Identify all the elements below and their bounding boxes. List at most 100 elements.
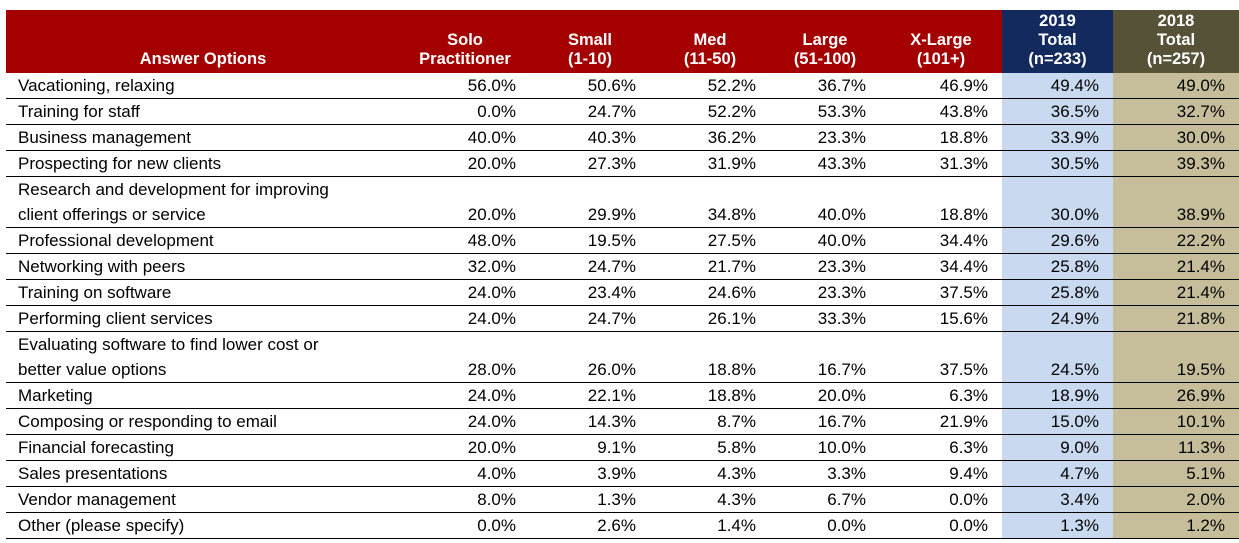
answer-option-cell: Marketing <box>6 382 400 409</box>
value-cell: 15.6% <box>880 305 1002 332</box>
table-row: Other (please specify) 0.0% 2.6% 1.4% 0.0% 0.… <box>6 512 1239 539</box>
table-row: Financial forecasting 20.0% 9.1% 5.8% 10.0% 6… <box>6 434 1239 461</box>
table-row: Vendor management 8.0% 1.3% 4.3% 6.7% 0.0% 3.4… <box>6 486 1239 513</box>
value-cell: 34.4% <box>880 227 1002 254</box>
value-cell: 18.8% <box>650 331 770 383</box>
value-cell: 16.7% <box>770 331 880 383</box>
table-row: Vacationing, relaxing 56.0% 50.6% 52.2% 36.7… <box>6 73 1239 99</box>
value-cell: 38.9% <box>1113 176 1239 228</box>
value-cell: 21.4% <box>1113 253 1239 280</box>
value-cell: 2.0% <box>1113 486 1239 513</box>
value-cell: 40.0% <box>770 176 880 228</box>
value-cell: 16.7% <box>770 408 880 435</box>
survey-results-table-container: Answer Options Solo Practitioner Small (1-1… <box>6 10 1239 539</box>
value-cell: 24.7% <box>530 253 650 280</box>
value-cell: 4.3% <box>650 486 770 513</box>
value-cell: 25.8% <box>1002 253 1113 280</box>
value-cell: 0.0% <box>880 486 1002 513</box>
answer-option-cell: Prospecting for new clients <box>6 150 400 177</box>
value-cell: 24.7% <box>530 98 650 125</box>
column-header-solo-practitioner: Solo Practitioner <box>400 10 530 73</box>
value-cell: 3.3% <box>770 460 880 487</box>
value-cell: 24.7% <box>530 305 650 332</box>
value-cell: 37.5% <box>880 331 1002 383</box>
value-cell: 18.8% <box>880 176 1002 228</box>
value-cell: 24.5% <box>1002 331 1113 383</box>
value-cell: 4.0% <box>400 460 530 487</box>
value-cell: 8.0% <box>400 486 530 513</box>
value-cell: 10.1% <box>1113 408 1239 435</box>
value-cell: 39.3% <box>1113 150 1239 177</box>
value-cell: 4.7% <box>1002 460 1113 487</box>
value-cell: 52.2% <box>650 98 770 125</box>
value-cell: 0.0% <box>880 512 1002 539</box>
value-cell: 32.0% <box>400 253 530 280</box>
value-cell: 37.5% <box>880 279 1002 306</box>
value-cell: 26.9% <box>1113 382 1239 409</box>
answer-option-cell: Financial forecasting <box>6 434 400 461</box>
answer-option-cell: Business management <box>6 124 400 151</box>
value-cell: 24.9% <box>1002 305 1113 332</box>
value-cell: 11.3% <box>1113 434 1239 461</box>
value-cell: 29.9% <box>530 176 650 228</box>
value-cell: 5.1% <box>1113 460 1239 487</box>
value-cell: 14.3% <box>530 408 650 435</box>
value-cell: 40.3% <box>530 124 650 151</box>
value-cell: 19.5% <box>530 227 650 254</box>
value-cell: 9.1% <box>530 434 650 461</box>
value-cell: 0.0% <box>400 512 530 539</box>
value-cell: 27.3% <box>530 150 650 177</box>
value-cell: 20.0% <box>400 434 530 461</box>
value-cell: 50.6% <box>530 73 650 99</box>
value-cell: 21.7% <box>650 253 770 280</box>
value-cell: 22.2% <box>1113 227 1239 254</box>
column-header-answer-options: Answer Options <box>6 10 400 73</box>
answer-option-cell: Other (please specify) <box>6 512 400 539</box>
column-header-x-large-101: X-Large (101+) <box>880 10 1002 73</box>
value-cell: 49.4% <box>1002 73 1113 99</box>
value-cell: 48.0% <box>400 227 530 254</box>
answer-option-cell: Training on software <box>6 279 400 306</box>
value-cell: 2.6% <box>530 512 650 539</box>
value-cell: 0.0% <box>770 512 880 539</box>
value-cell: 3.4% <box>1002 486 1113 513</box>
value-cell: 6.3% <box>880 434 1002 461</box>
value-cell: 56.0% <box>400 73 530 99</box>
column-header-large-51-100: Large (51-100) <box>770 10 880 73</box>
value-cell: 21.4% <box>1113 279 1239 306</box>
value-cell: 31.9% <box>650 150 770 177</box>
answer-option-cell: Research and development for improving c… <box>6 176 400 228</box>
value-cell: 21.9% <box>880 408 1002 435</box>
value-cell: 23.3% <box>770 124 880 151</box>
value-cell: 1.2% <box>1113 512 1239 539</box>
answer-option-cell: Performing client services <box>6 305 400 332</box>
value-cell: 18.8% <box>880 124 1002 151</box>
value-cell: 52.2% <box>650 73 770 99</box>
table-row: Sales presentations 4.0% 3.9% 4.3% 3.3% 9.4% 4… <box>6 460 1239 487</box>
table-row: Evaluating software to find lower cost o… <box>6 331 1239 383</box>
value-cell: 36.7% <box>770 73 880 99</box>
value-cell: 40.0% <box>770 227 880 254</box>
column-header-med-11-50: Med (11-50) <box>650 10 770 73</box>
table-row: Composing or responding to email 24.0% 14.… <box>6 408 1239 435</box>
value-cell: 21.8% <box>1113 305 1239 332</box>
value-cell: 20.0% <box>770 382 880 409</box>
value-cell: 34.8% <box>650 176 770 228</box>
value-cell: 0.0% <box>400 98 530 125</box>
answer-option-cell: Training for staff <box>6 98 400 125</box>
answer-option-cell: Sales presentations <box>6 460 400 487</box>
value-cell: 26.0% <box>530 331 650 383</box>
value-cell: 4.3% <box>650 460 770 487</box>
value-cell: 25.8% <box>1002 279 1113 306</box>
value-cell: 1.3% <box>530 486 650 513</box>
answer-option-cell: Evaluating software to find lower cost o… <box>6 331 400 383</box>
value-cell: 24.0% <box>400 382 530 409</box>
answer-option-cell: Composing or responding to email <box>6 408 400 435</box>
value-cell: 5.8% <box>650 434 770 461</box>
value-cell: 1.3% <box>1002 512 1113 539</box>
value-cell: 18.9% <box>1002 382 1113 409</box>
value-cell: 19.5% <box>1113 331 1239 383</box>
value-cell: 32.7% <box>1113 98 1239 125</box>
value-cell: 43.3% <box>770 150 880 177</box>
